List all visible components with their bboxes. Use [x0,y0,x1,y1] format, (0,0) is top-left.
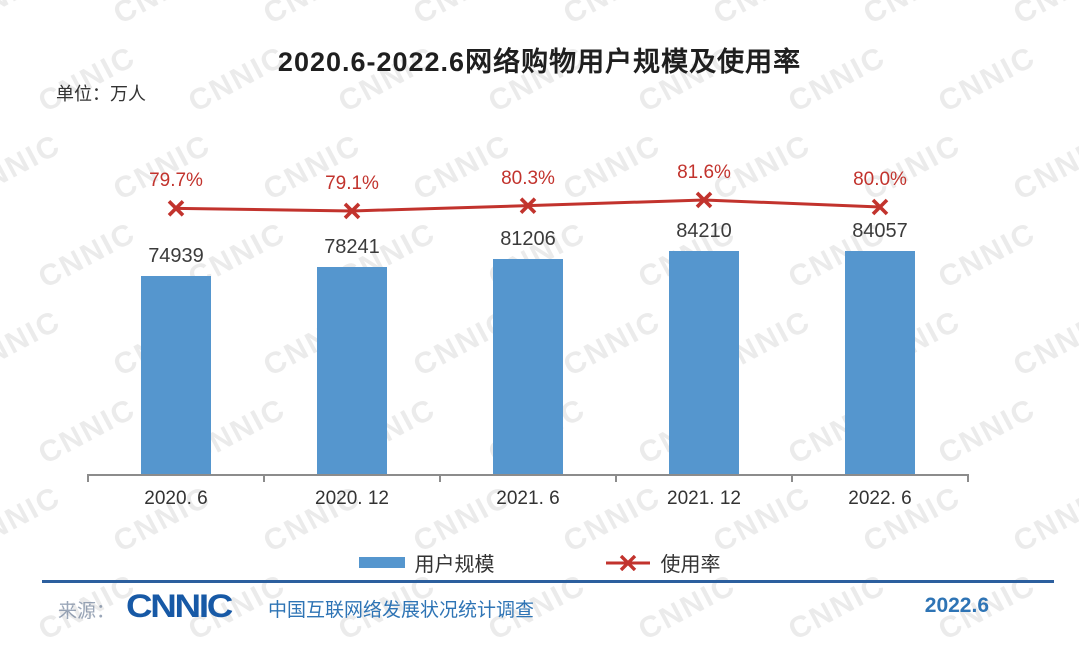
x-axis [88,474,968,476]
bar-value-label: 84210 [676,220,732,242]
x-marker-icon [519,197,537,214]
bar-value-label: 74939 [148,245,204,267]
footer: 来源： CNNIC 中国互联网络发展状况统计调查 2022.6 [0,588,1079,628]
usage-rate-label: 79.1% [325,172,379,194]
x-axis-tick [87,474,89,482]
bar-value-label: 81206 [500,228,556,250]
x-axis-label: 2021. 12 [667,488,741,509]
x-marker-icon [871,198,889,216]
chart-title: 2020.6-2022.6网络购物用户规模及使用率 [277,47,802,77]
survey-title: 中国互联网络发展状况统计调查 [268,600,535,621]
x-axis-label: 2021. 6 [496,488,560,509]
bar-2022.6 [845,251,915,474]
bar-2020.6 [141,276,211,474]
legend-item-user-scale: 用户规模 [358,548,495,577]
usage-rate-label: 80.0% [853,169,907,190]
x-axis-tick [263,474,265,482]
source-prefix: 来源： [58,601,116,622]
x-axis-tick [439,474,441,482]
bar-2021.12 [669,251,739,474]
bar-value-label: 78241 [324,236,380,258]
footer-divider [42,580,1054,583]
line-marker-icon [605,554,650,571]
bar-value-label: 84057 [852,220,908,242]
line-series-label: 使用率 [660,554,721,576]
x-axis-tick [791,474,793,482]
x-axis-tick [615,474,617,482]
usage-rate-label: 81.6% [677,161,731,183]
unit-label: 单位：万人 [56,84,146,104]
usage-rate-label: 80.3% [501,167,555,189]
line-series-swatch [605,554,651,571]
bar-2020.12 [317,267,387,474]
x-axis-label: 2020. 6 [144,488,208,509]
chart-legend: 用户规模 使用率 [0,548,1079,577]
x-marker-icon [167,200,185,217]
bar-series-swatch [358,557,405,568]
x-axis-tick [967,474,969,482]
x-axis-label: 2020. 12 [315,488,389,509]
x-marker-icon [343,202,361,220]
bar-2021.6 [493,259,563,474]
cnnic-logo: CNNIC [126,588,233,624]
usage-rate-label: 79.7% [149,170,203,192]
x-marker-icon [695,191,713,209]
bar-series-label: 用户规模 [414,554,495,576]
legend-item-usage-rate: 使用率 [605,548,721,577]
x-axis-label: 2022. 6 [848,488,912,509]
report-date: 2022.6 [924,594,989,617]
